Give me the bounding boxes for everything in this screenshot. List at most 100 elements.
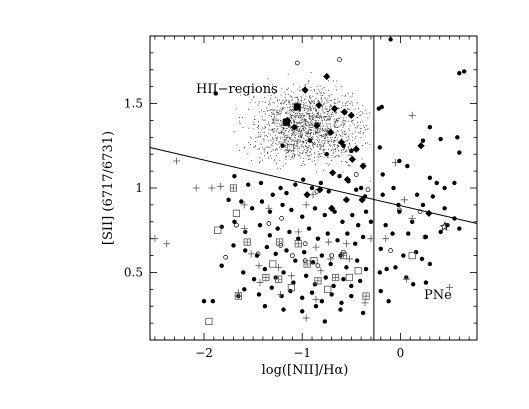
point-plus bbox=[265, 204, 273, 212]
cloud-dot bbox=[242, 116, 243, 118]
cloud-dot bbox=[333, 125, 335, 127]
cloud-dot bbox=[332, 112, 333, 113]
cloud-dot bbox=[342, 121, 344, 123]
cloud-dot bbox=[309, 94, 311, 96]
point-plus bbox=[408, 111, 416, 119]
cloud-dot bbox=[277, 167, 278, 169]
cloud-dot bbox=[280, 136, 282, 138]
cloud-dot bbox=[287, 134, 289, 136]
cloud-dot bbox=[288, 141, 289, 142]
cloud-dot bbox=[320, 156, 322, 157]
point-plus bbox=[302, 314, 310, 322]
cloud-dot bbox=[331, 155, 333, 157]
cloud-dot bbox=[311, 127, 312, 129]
cloud-dot bbox=[297, 122, 299, 124]
cloud-dot bbox=[366, 124, 368, 126]
cloud-dot bbox=[335, 131, 337, 133]
cloud-dot bbox=[300, 103, 302, 105]
cloud-dot bbox=[280, 143, 282, 145]
cloud-dot bbox=[325, 133, 327, 135]
cloud-dot bbox=[299, 113, 301, 115]
point-filled-diamond bbox=[316, 186, 324, 194]
cloud-dot bbox=[304, 123, 306, 125]
cloud-dot bbox=[242, 127, 244, 128]
cloud-dot bbox=[320, 144, 322, 146]
cloud-dot bbox=[307, 140, 309, 142]
cloud-dot bbox=[322, 145, 324, 147]
point-filled-circle bbox=[344, 265, 349, 270]
cloud-dot bbox=[328, 80, 329, 82]
cloud-dot bbox=[287, 125, 289, 127]
cloud-dot bbox=[299, 134, 301, 136]
cloud-dot bbox=[314, 107, 316, 109]
cloud-dot bbox=[274, 127, 275, 129]
cloud-dot bbox=[281, 87, 283, 89]
cloud-dot bbox=[275, 97, 277, 98]
cloud-dot bbox=[337, 127, 339, 128]
cloud-dot bbox=[349, 143, 351, 145]
cloud-dot bbox=[268, 110, 270, 112]
point-open-circle bbox=[388, 248, 393, 253]
cloud-dot bbox=[273, 132, 275, 134]
cloud-dot bbox=[293, 121, 295, 122]
point-open-circle bbox=[417, 209, 423, 214]
cloud-dot bbox=[270, 144, 272, 146]
cloud-dot bbox=[309, 152, 311, 153]
point-filled-circle bbox=[397, 158, 402, 164]
cloud-dot bbox=[325, 120, 327, 121]
cloud-dot bbox=[310, 108, 312, 110]
cloud-dot bbox=[270, 140, 272, 142]
cloud-dot bbox=[330, 109, 332, 111]
point-filled-circle bbox=[284, 248, 289, 253]
cloud-dot bbox=[319, 122, 321, 124]
cloud-dot bbox=[330, 104, 331, 106]
cloud-dot bbox=[311, 110, 313, 112]
cloud-dot bbox=[322, 128, 324, 130]
cloud-dot bbox=[270, 95, 272, 97]
cloud-dot bbox=[298, 135, 300, 137]
cloud-dot bbox=[279, 160, 281, 162]
cloud-dot bbox=[305, 84, 307, 86]
cloud-dot bbox=[350, 101, 352, 103]
point-filled-circle bbox=[306, 226, 312, 231]
cloud-dot bbox=[271, 151, 273, 152]
cloud-dot bbox=[344, 105, 346, 106]
cloud-dot bbox=[312, 142, 314, 144]
cloud-dot bbox=[304, 121, 306, 123]
cloud-dot bbox=[264, 96, 266, 98]
point-filled-circle bbox=[419, 256, 425, 262]
cloud-dot bbox=[362, 133, 364, 135]
cloud-dot bbox=[367, 117, 369, 119]
point-filled-circle bbox=[301, 249, 307, 255]
cloud-dot bbox=[312, 147, 314, 149]
cloud-dot bbox=[271, 128, 273, 130]
cloud-dot bbox=[282, 127, 284, 129]
axis-ticks: −2 −1 00.511.5 bbox=[124, 35, 477, 360]
cloud-dot bbox=[284, 101, 286, 103]
point-filled-circle bbox=[300, 295, 305, 300]
cloud-dot bbox=[292, 140, 294, 142]
cloud-dot bbox=[286, 111, 288, 113]
cloud-dot bbox=[260, 131, 262, 133]
cloud-dot bbox=[323, 103, 325, 105]
cloud-dot bbox=[289, 127, 291, 129]
cloud-dot bbox=[292, 139, 293, 141]
cloud-dot bbox=[287, 136, 288, 138]
cloud-dot bbox=[284, 139, 286, 141]
cloud-dot bbox=[345, 103, 346, 105]
point-plus bbox=[408, 214, 416, 222]
cloud-dot bbox=[311, 149, 312, 151]
cloud-dot bbox=[290, 111, 292, 113]
cloud-dot bbox=[330, 140, 332, 142]
cloud-dot bbox=[247, 153, 249, 155]
cloud-dot bbox=[264, 102, 266, 104]
cloud-dot bbox=[289, 146, 291, 148]
cloud-dot bbox=[300, 134, 302, 136]
cloud-dot bbox=[305, 125, 307, 127]
cloud-dot bbox=[279, 133, 281, 134]
cloud-dot bbox=[287, 152, 288, 154]
cloud-dot bbox=[355, 142, 356, 144]
cloud-dot bbox=[283, 129, 284, 130]
point-filled-circle bbox=[442, 206, 447, 211]
point-plus bbox=[217, 182, 225, 190]
